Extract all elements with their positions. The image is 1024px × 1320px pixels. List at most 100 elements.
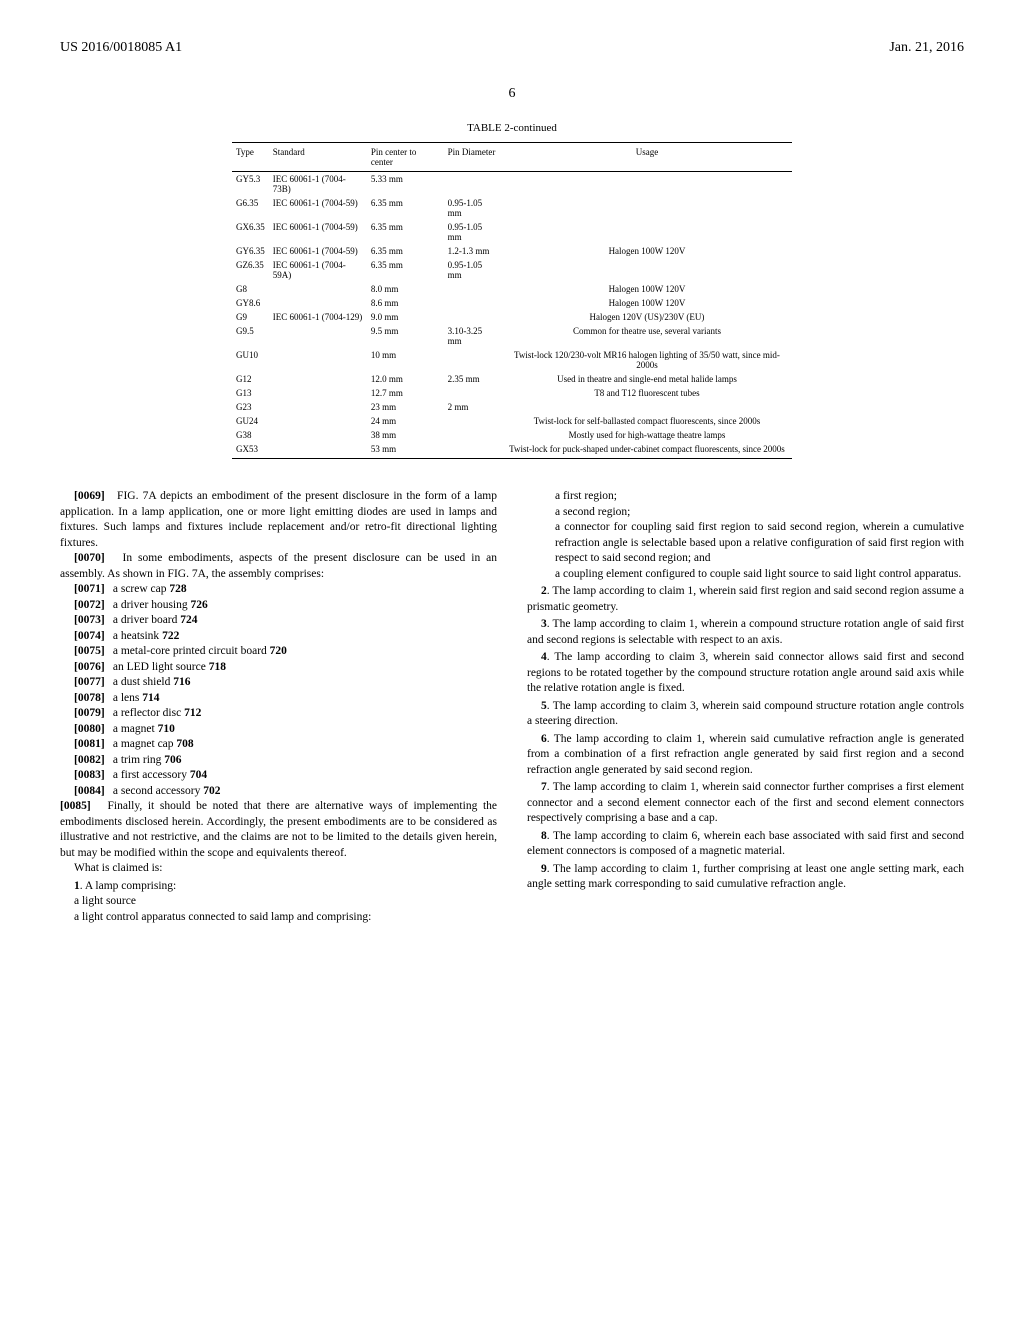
para-num: [0071] (74, 582, 110, 598)
para-num: [0075] (74, 644, 110, 660)
claim-6: 6. The lamp according to claim 1, wherei… (527, 732, 964, 779)
para-num: [0073] (74, 613, 110, 629)
list-text: a first accessory 704 (110, 769, 207, 781)
table-row: G1212.0 mm2.35 mmUsed in theatre and sin… (232, 372, 792, 386)
table-cell: 0.95-1.05 mm (444, 258, 502, 282)
para-num: [0085] (60, 800, 91, 812)
table-cell: IEC 60061-1 (7004-59A) (269, 258, 367, 282)
table-cell: 0.95-1.05 mm (444, 220, 502, 244)
table-cell: GU24 (232, 414, 269, 428)
table-row: G9.59.5 mm3.10-3.25 mmCommon for theatre… (232, 324, 792, 348)
table-cell: 8.0 mm (367, 282, 444, 296)
table-cell: G38 (232, 428, 269, 442)
table-cell (444, 310, 502, 324)
table-row: GY8.68.6 mmHalogen 100W 120V (232, 296, 792, 310)
table-row: GX5353 mmTwist-lock for puck-shaped unde… (232, 442, 792, 459)
list-item: [0082] a trim ring 706 (60, 753, 497, 769)
table-cell (269, 400, 367, 414)
table-cell: Twist-lock 120/230-volt MR16 halogen lig… (502, 348, 792, 372)
table-cell: 8.6 mm (367, 296, 444, 310)
table-cell: IEC 60061-1 (7004-59) (269, 196, 367, 220)
table-cell: 6.35 mm (367, 244, 444, 258)
table-cell: GU10 (232, 348, 269, 372)
page-number: 6 (60, 86, 964, 102)
list-text: a lens 714 (110, 692, 160, 704)
list-item: [0077] a dust shield 716 (60, 675, 497, 691)
table-cell: GX53 (232, 442, 269, 459)
table-cell: Halogen 100W 120V (502, 296, 792, 310)
table-cell: 2.35 mm (444, 372, 502, 386)
table-cell (444, 172, 502, 197)
claim-3: 3. The lamp according to claim 1, wherei… (527, 617, 964, 648)
para-num: [0079] (74, 706, 110, 722)
para-num: [0077] (74, 675, 110, 691)
lamp-types-table: Type Standard Pin center to center Pin D… (232, 142, 792, 459)
list-text: a heatsink 722 (110, 630, 179, 642)
what-claimed: What is claimed is: (60, 861, 497, 877)
table-cell: 12.0 mm (367, 372, 444, 386)
list-item: [0074] a heatsink 722 (60, 629, 497, 645)
table-cell: 24 mm (367, 414, 444, 428)
table-cell (502, 196, 792, 220)
claim-1-cont: a coupling element configured to couple … (527, 567, 964, 583)
claim-text: . The lamp according to claim 1, further… (527, 863, 964, 891)
table-row: G88.0 mmHalogen 100W 120V (232, 282, 792, 296)
table-cell: GX6.35 (232, 220, 269, 244)
claim-text: . The lamp according to claim 6, wherein… (527, 830, 964, 858)
list-item: [0083] a first accessory 704 (60, 768, 497, 784)
table-2-continued: TABLE 2-continued Type Standard Pin cent… (232, 122, 792, 459)
claim-text: . The lamp according to claim 1, wherein… (527, 585, 964, 613)
claim-text: a coupling element configured to couple … (555, 568, 961, 580)
para-num: [0080] (74, 722, 110, 738)
table-cell (444, 442, 502, 459)
table-row: G9IEC 60061-1 (7004-129)9.0 mmHalogen 12… (232, 310, 792, 324)
table-cell: 9.5 mm (367, 324, 444, 348)
table-cell: 2 mm (444, 400, 502, 414)
table-cell: GY5.3 (232, 172, 269, 197)
table-cell (269, 414, 367, 428)
table-cell (502, 172, 792, 197)
table-cell: IEC 60061-1 (7004-129) (269, 310, 367, 324)
table-cell: IEC 60061-1 (7004-73B) (269, 172, 367, 197)
list-item: [0080] a magnet 710 (60, 722, 497, 738)
list-text: a magnet 710 (110, 723, 175, 735)
table-cell (444, 386, 502, 400)
table-cell (502, 220, 792, 244)
table-cell: 6.35 mm (367, 220, 444, 244)
claim-5: 5. The lamp according to claim 3, wherei… (527, 699, 964, 730)
table-cell: 3.10-3.25 mm (444, 324, 502, 348)
para-text: FIG. 7A depicts an embodiment of the pre… (60, 490, 497, 549)
table-cell (269, 386, 367, 400)
table-row: G1312.7 mmT8 and T12 fluorescent tubes (232, 386, 792, 400)
claim-text: . The lamp according to claim 3, wherein… (527, 651, 964, 694)
table-cell: G9 (232, 310, 269, 324)
table-cell: Halogen 100W 120V (502, 244, 792, 258)
table-cell: 5.33 mm (367, 172, 444, 197)
table-cell: 23 mm (367, 400, 444, 414)
list-text: a magnet cap 708 (110, 738, 194, 750)
claim-1-cont: a second region; (527, 505, 964, 521)
table-cell (269, 442, 367, 459)
claim-4: 4. The lamp according to claim 3, wherei… (527, 650, 964, 697)
list-text: a screw cap 728 (110, 583, 187, 595)
table-cell (444, 348, 502, 372)
table-cell: T8 and T12 fluorescent tubes (502, 386, 792, 400)
table-cell: 9.0 mm (367, 310, 444, 324)
table-cell: 12.7 mm (367, 386, 444, 400)
claim-text: . The lamp according to claim 1, wherein… (527, 618, 964, 646)
table-row: GU2424 mmTwist-lock for self-ballasted c… (232, 414, 792, 428)
table-cell: 53 mm (367, 442, 444, 459)
list-text: a reflector disc 712 (110, 707, 201, 719)
table-row: GU1010 mmTwist-lock 120/230-volt MR16 ha… (232, 348, 792, 372)
table-title: TABLE 2-continued (232, 122, 792, 134)
table-cell: GY6.35 (232, 244, 269, 258)
para-num: [0069] (74, 490, 105, 502)
table-cell: GZ6.35 (232, 258, 269, 282)
para-0069: [0069] FIG. 7A depicts an embodiment of … (60, 489, 497, 551)
para-0085: [0085] Finally, it should be noted that … (60, 799, 497, 861)
para-text: In some embodiments, aspects of the pres… (60, 552, 497, 580)
table-row: GZ6.35IEC 60061-1 (7004-59A)6.35 mm0.95-… (232, 258, 792, 282)
table-row: GX6.35IEC 60061-1 (7004-59)6.35 mm0.95-1… (232, 220, 792, 244)
para-num: [0084] (74, 784, 110, 800)
table-cell (269, 324, 367, 348)
